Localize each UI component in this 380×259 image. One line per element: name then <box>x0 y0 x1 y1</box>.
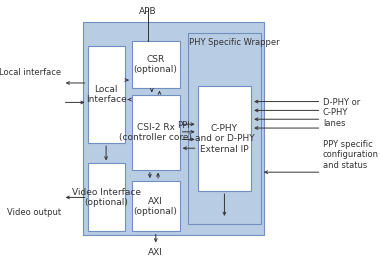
Text: CSR
(optional): CSR (optional) <box>134 55 177 74</box>
Bar <box>83 22 264 235</box>
Text: Video output: Video output <box>7 208 62 217</box>
Bar <box>87 163 125 232</box>
Text: D-PHY or
C-PHY
lanes: D-PHY or C-PHY lanes <box>323 98 360 128</box>
Bar <box>131 95 180 170</box>
Bar <box>87 46 125 143</box>
Bar <box>188 33 261 224</box>
Text: PPY specific
configuration
and status: PPY specific configuration and status <box>323 140 379 170</box>
Bar <box>198 87 251 191</box>
Text: PHY Specific Wrapper: PHY Specific Wrapper <box>189 38 280 47</box>
Bar <box>131 41 180 88</box>
Text: Video Interface
(optional): Video Interface (optional) <box>71 188 141 207</box>
Text: Local
Interface: Local Interface <box>86 85 127 104</box>
Text: CSI-2 Rx
(controller core): CSI-2 Rx (controller core) <box>119 123 192 142</box>
Text: AXI
(optional): AXI (optional) <box>134 197 177 216</box>
Text: C-PHY
and or D-PHY
External IP: C-PHY and or D-PHY External IP <box>195 124 254 154</box>
Text: PPI: PPI <box>177 121 190 130</box>
Text: APB: APB <box>139 7 157 16</box>
Text: AXI: AXI <box>148 248 163 257</box>
Text: Local interface: Local interface <box>0 68 62 77</box>
Bar <box>131 181 180 232</box>
